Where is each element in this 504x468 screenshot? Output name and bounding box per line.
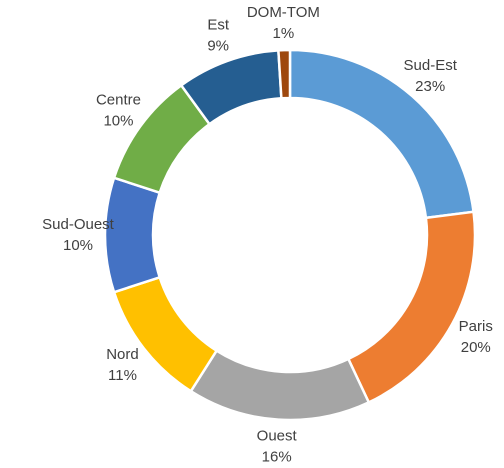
category-label: Est bbox=[207, 17, 230, 34]
value-label: 10% bbox=[63, 237, 93, 254]
value-label: 11% bbox=[108, 367, 137, 384]
donut-segment bbox=[277, 48, 292, 100]
category-label: Centre bbox=[96, 91, 141, 108]
value-label: 10% bbox=[103, 112, 133, 129]
donut-segment bbox=[103, 176, 162, 294]
category-label: Paris bbox=[459, 318, 493, 335]
category-label: Sud-Est bbox=[404, 57, 458, 74]
category-label: Sud-Ouest bbox=[42, 216, 115, 233]
category-label: Nord bbox=[106, 346, 139, 363]
value-label: 16% bbox=[262, 449, 292, 466]
donut-segment bbox=[288, 48, 475, 220]
donut-segment bbox=[189, 348, 371, 422]
value-label: 1% bbox=[272, 25, 294, 42]
category-label: DOM-TOM bbox=[247, 4, 320, 21]
value-label: 9% bbox=[207, 38, 229, 55]
category-label: Ouest bbox=[257, 428, 298, 445]
value-label: 23% bbox=[415, 78, 445, 95]
donut-segment bbox=[346, 210, 477, 405]
value-label: 20% bbox=[461, 339, 491, 356]
